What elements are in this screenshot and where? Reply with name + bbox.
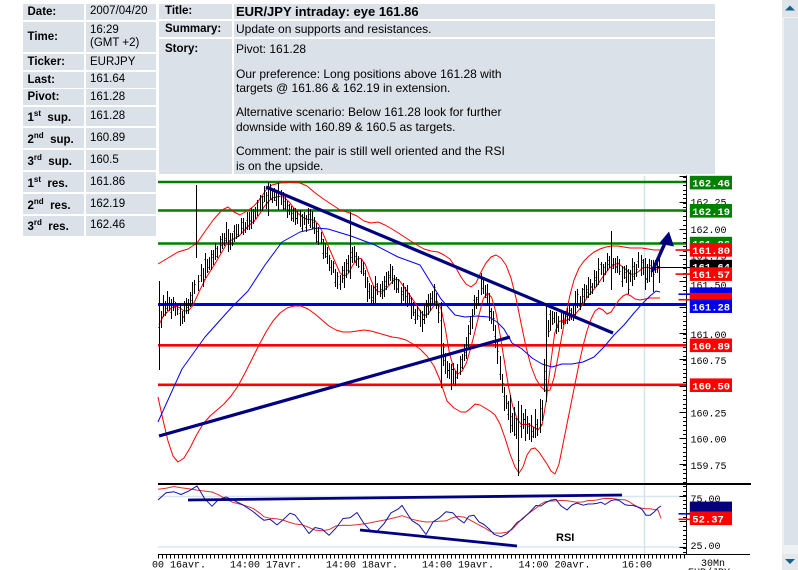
svg-text:160.75: 160.75 — [691, 357, 727, 368]
svg-text:161.00: 161.00 — [691, 331, 727, 342]
svg-text:14:00 19avr.: 14:00 19avr. — [422, 561, 494, 570]
svg-text:161.75: 161.75 — [691, 252, 727, 263]
svg-text:16:00: 16:00 — [622, 561, 652, 570]
svg-text:159.75: 159.75 — [691, 462, 727, 473]
svg-text:161.50: 161.50 — [691, 282, 727, 293]
svg-text:162.19: 162.19 — [692, 207, 730, 219]
svg-text:160.50: 160.50 — [692, 381, 730, 393]
svg-text:14:00 17avr.: 14:00 17avr. — [230, 561, 302, 570]
svg-text:52.37: 52.37 — [692, 514, 724, 526]
svg-text:161.57: 161.57 — [692, 270, 730, 282]
svg-text:RSI: RSI — [556, 532, 574, 544]
svg-text:14:00 20avr.: 14:00 20avr. — [518, 561, 590, 570]
svg-text:00 16avr.: 00 16avr. — [152, 561, 206, 570]
svg-text:160.25: 160.25 — [691, 410, 727, 421]
svg-text:160.00: 160.00 — [691, 436, 727, 447]
svg-text:162.00: 162.00 — [691, 226, 727, 237]
svg-text:25.00: 25.00 — [691, 542, 721, 553]
svg-text:30Mn: 30Mn — [701, 559, 725, 570]
svg-text:162.46: 162.46 — [692, 179, 730, 191]
svg-text:161.80: 161.80 — [692, 246, 730, 258]
svg-text:EUR/JPY: EUR/JPY — [688, 567, 730, 570]
svg-text:14:00 18avr.: 14:00 18avr. — [326, 561, 398, 570]
svg-text:160.89: 160.89 — [692, 341, 730, 353]
svg-text:161.28: 161.28 — [692, 302, 730, 314]
svg-text:75.00: 75.00 — [691, 495, 721, 506]
